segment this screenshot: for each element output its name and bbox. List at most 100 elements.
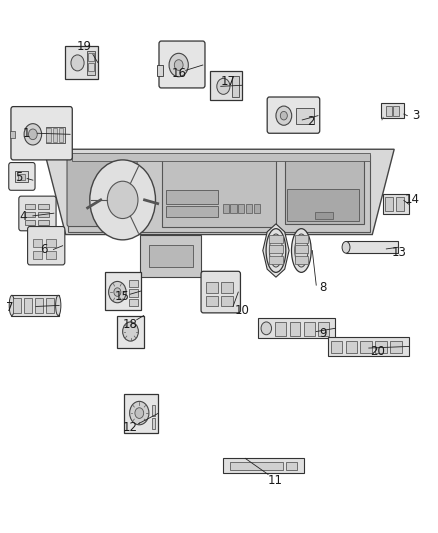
FancyBboxPatch shape [124,394,158,433]
FancyBboxPatch shape [88,53,94,61]
FancyBboxPatch shape [140,235,201,277]
FancyBboxPatch shape [287,189,359,221]
FancyBboxPatch shape [201,271,240,313]
FancyBboxPatch shape [396,197,404,211]
FancyBboxPatch shape [25,204,35,209]
FancyBboxPatch shape [13,298,21,313]
FancyBboxPatch shape [105,272,141,310]
FancyBboxPatch shape [15,171,28,182]
FancyBboxPatch shape [53,128,57,142]
Text: 12: 12 [123,421,138,434]
FancyBboxPatch shape [285,160,364,224]
FancyBboxPatch shape [59,128,63,142]
FancyBboxPatch shape [9,163,35,190]
FancyBboxPatch shape [18,174,25,180]
Text: 2: 2 [307,115,315,128]
FancyBboxPatch shape [230,462,283,470]
FancyBboxPatch shape [381,103,404,118]
FancyBboxPatch shape [232,76,239,97]
FancyBboxPatch shape [46,298,54,313]
FancyBboxPatch shape [46,239,56,247]
FancyBboxPatch shape [331,341,342,353]
FancyBboxPatch shape [19,196,56,231]
FancyBboxPatch shape [33,239,42,247]
Circle shape [71,55,84,71]
FancyBboxPatch shape [11,295,59,316]
Circle shape [276,106,292,125]
FancyBboxPatch shape [386,106,392,116]
Circle shape [123,322,138,341]
Ellipse shape [56,295,61,316]
FancyBboxPatch shape [129,289,138,297]
Circle shape [90,160,155,240]
FancyBboxPatch shape [46,127,65,143]
FancyBboxPatch shape [46,251,56,259]
FancyBboxPatch shape [258,318,335,338]
FancyBboxPatch shape [117,316,144,348]
FancyBboxPatch shape [152,405,155,416]
FancyBboxPatch shape [149,245,193,266]
Circle shape [217,78,230,94]
FancyBboxPatch shape [152,418,155,429]
FancyBboxPatch shape [159,41,205,88]
FancyBboxPatch shape [360,341,372,353]
FancyBboxPatch shape [223,204,229,213]
FancyBboxPatch shape [129,280,138,287]
FancyBboxPatch shape [393,106,399,116]
Text: 19: 19 [77,41,92,53]
Text: 17: 17 [221,75,236,87]
Polygon shape [263,224,289,277]
FancyBboxPatch shape [296,108,314,124]
Ellipse shape [295,234,308,267]
FancyBboxPatch shape [46,128,51,142]
Text: 16: 16 [171,67,186,80]
FancyBboxPatch shape [25,212,35,217]
Text: 9: 9 [319,327,327,340]
FancyBboxPatch shape [38,220,49,225]
Text: 15: 15 [114,290,129,303]
Text: 6: 6 [40,244,48,256]
Polygon shape [44,149,394,235]
Circle shape [114,288,121,296]
FancyBboxPatch shape [166,206,218,217]
FancyBboxPatch shape [33,251,42,259]
FancyBboxPatch shape [10,131,15,138]
FancyBboxPatch shape [88,63,94,71]
FancyBboxPatch shape [11,107,72,160]
Text: 1: 1 [22,127,30,140]
Circle shape [109,281,126,303]
FancyBboxPatch shape [269,235,283,243]
FancyBboxPatch shape [328,337,409,356]
FancyBboxPatch shape [304,322,315,336]
FancyBboxPatch shape [295,245,308,253]
Circle shape [130,401,149,425]
Text: 14: 14 [405,193,420,206]
Circle shape [28,129,37,140]
FancyBboxPatch shape [206,296,218,306]
FancyBboxPatch shape [275,322,286,336]
Text: 11: 11 [268,474,283,487]
FancyBboxPatch shape [221,296,233,306]
FancyBboxPatch shape [318,322,329,336]
FancyBboxPatch shape [157,65,163,76]
Circle shape [107,181,138,219]
Ellipse shape [266,229,286,272]
FancyBboxPatch shape [28,227,65,265]
FancyBboxPatch shape [246,204,252,213]
FancyBboxPatch shape [24,298,32,313]
FancyBboxPatch shape [346,341,357,353]
FancyBboxPatch shape [269,256,283,264]
FancyBboxPatch shape [72,153,370,161]
Text: 7: 7 [6,301,14,314]
FancyBboxPatch shape [346,241,398,253]
FancyBboxPatch shape [315,212,333,219]
Circle shape [169,53,188,77]
FancyBboxPatch shape [25,220,35,225]
FancyBboxPatch shape [129,299,138,306]
FancyBboxPatch shape [210,71,242,100]
FancyBboxPatch shape [67,157,137,227]
FancyBboxPatch shape [267,97,320,133]
FancyBboxPatch shape [38,212,49,217]
FancyBboxPatch shape [390,341,402,353]
Ellipse shape [9,295,14,316]
